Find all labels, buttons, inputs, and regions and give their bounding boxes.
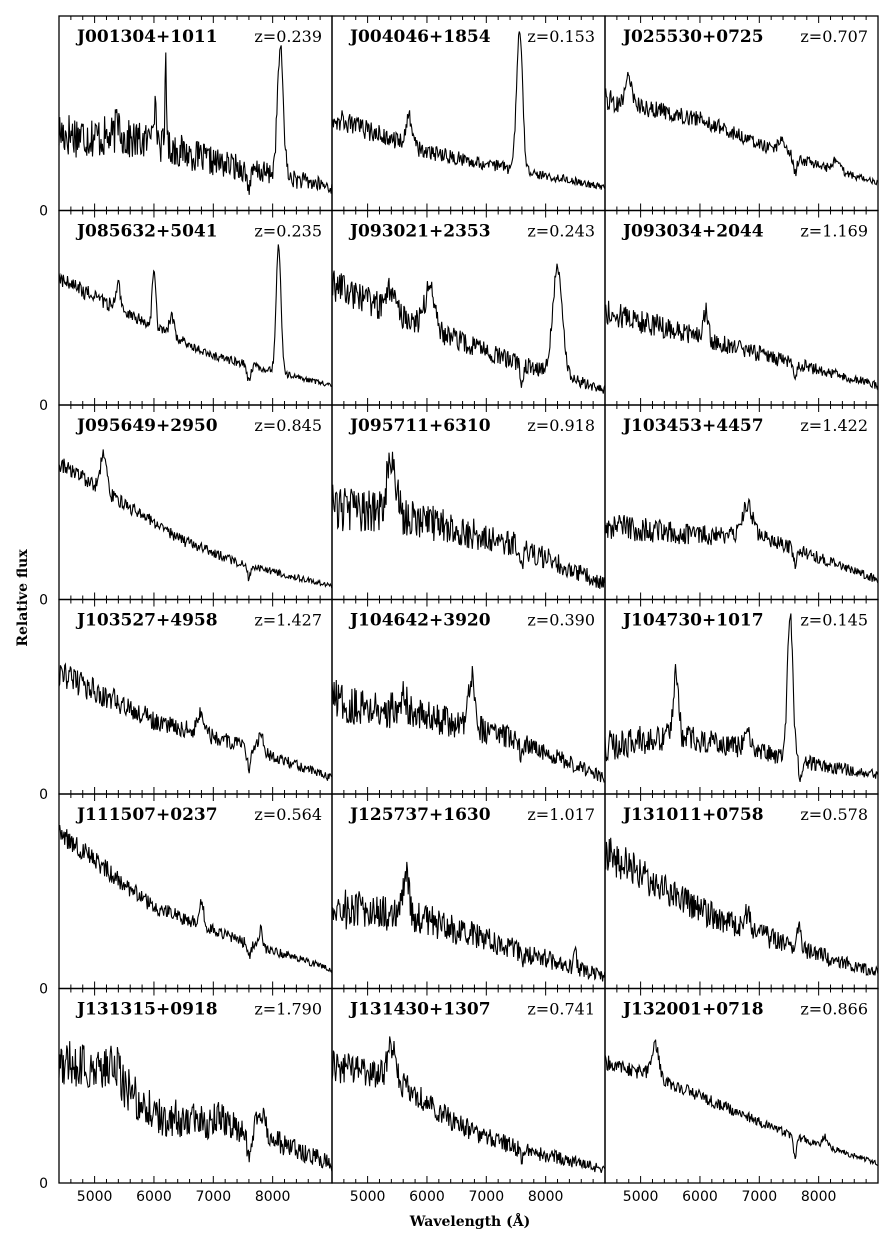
x-tick-label: 6000	[136, 1189, 172, 1205]
panel-object-name: J093034+2044	[621, 222, 764, 242]
panel-object-name: J095711+6310	[348, 416, 491, 436]
spectrum-panel: J104730+1017 z=0.145	[604, 598, 879, 795]
spectrum-line	[331, 1036, 606, 1173]
spectrum-line	[58, 1041, 333, 1172]
y-zero-label: 0	[39, 982, 48, 998]
panel-redshift: z=0.845	[254, 416, 322, 435]
spectrum-line	[58, 45, 333, 195]
y-zero-label: 0	[39, 593, 48, 609]
spectrum-panel: J085632+5041 z=0.235 0	[39, 209, 333, 414]
spectrum-panel: J004046+1854 z=0.153	[331, 15, 606, 212]
x-tick-label: 5000	[623, 1189, 659, 1205]
panel-redshift: z=0.145	[800, 611, 868, 630]
spectrum-line	[58, 825, 333, 974]
panel-redshift: z=0.239	[254, 27, 322, 46]
panel-redshift: z=0.235	[254, 222, 322, 241]
spectrum-panel: J131430+1307 z=0.741 5000 6000 7000 8000	[331, 987, 606, 1205]
panel-redshift: z=0.707	[800, 27, 868, 46]
y-zero-label: 0	[39, 398, 48, 414]
panel-redshift: z=0.578	[800, 805, 868, 824]
panel-object-name: J093021+2353	[348, 222, 491, 242]
panel-object-name: J025530+0725	[621, 27, 764, 47]
x-tick-label: 8000	[528, 1189, 564, 1205]
spectrum-line	[331, 31, 606, 190]
panel-object-name: J104642+3920	[348, 611, 491, 631]
spectrum-line	[58, 244, 333, 388]
spectrum-panel: J093021+2353 z=0.243	[331, 209, 606, 406]
spectrum-panel: J093034+2044 z=1.169	[604, 209, 879, 406]
panel-object-name: J001304+1011	[75, 27, 218, 47]
spectrum-panel: J095649+2950 z=0.845 0	[39, 404, 333, 609]
spectrum-line	[331, 451, 606, 589]
spectrum-line	[604, 300, 879, 391]
y-axis-label: Relative flux	[15, 549, 31, 647]
spectrum-line	[331, 263, 606, 394]
panel-object-name: J132001+0718	[621, 1000, 764, 1020]
x-tick-label: 7000	[741, 1189, 777, 1205]
x-axis-label: Wavelength (Å)	[409, 1212, 530, 1230]
spectrum-panel: J131011+0758 z=0.578	[604, 793, 879, 990]
y-zero-label: 0	[39, 787, 48, 803]
panel-redshift: z=0.741	[527, 1000, 595, 1019]
panel-object-name: J103527+4958	[75, 611, 218, 631]
x-tick-label: 6000	[409, 1189, 445, 1205]
y-zero-label: 0	[39, 204, 48, 220]
x-tick-label: 7000	[195, 1189, 231, 1205]
panel-object-name: J111507+0237	[75, 805, 218, 825]
panel-object-name: J131011+0758	[621, 805, 764, 825]
x-tick-label: 5000	[77, 1189, 113, 1205]
panel-redshift: z=0.918	[527, 416, 595, 435]
panel-object-name: J131430+1307	[348, 1000, 491, 1020]
spectrum-line	[331, 665, 606, 783]
panel-object-name: J104730+1017	[621, 611, 764, 631]
spectrum-line	[604, 1039, 878, 1166]
panel-redshift: z=1.017	[527, 805, 595, 824]
spectrum-line	[58, 449, 333, 589]
panel-object-name: J004046+1854	[348, 27, 491, 47]
spectrum-panel: J025530+0725 z=0.707	[604, 15, 879, 212]
panel-redshift: z=0.866	[800, 1000, 868, 1019]
spectrum-line	[604, 837, 879, 976]
spectrum-panel: J111507+0237 z=0.564 0	[39, 793, 333, 998]
panel-object-name: J095649+2950	[75, 416, 218, 436]
x-tick-label: 5000	[350, 1189, 386, 1205]
spectrum-panel: J104642+3920 z=0.390	[331, 598, 606, 795]
spectrum-line	[604, 613, 879, 783]
x-tick-label: 8000	[801, 1189, 837, 1205]
panel-redshift: z=0.390	[527, 611, 595, 630]
y-zero-label: 0	[39, 1176, 48, 1192]
spectrum-panel: J132001+0718 z=0.866 5000 6000 7000 8000	[604, 987, 879, 1205]
spectrum-panel: J131315+0918 z=1.790 0 5000 6000 7000 8000	[39, 987, 333, 1205]
panel-redshift: z=1.422	[800, 416, 868, 435]
panel-object-name: J103453+4457	[621, 416, 764, 436]
x-tick-label: 6000	[682, 1189, 718, 1205]
spectrum-panel: J095711+6310 z=0.918	[331, 404, 606, 601]
panel-redshift: z=1.427	[254, 611, 322, 630]
panel-redshift: z=1.169	[800, 222, 868, 241]
spectrum-line	[331, 861, 606, 982]
spectrum-line	[58, 662, 333, 781]
spectrum-panel: J103453+4457 z=1.422	[604, 404, 879, 601]
spectrum-panel: J103527+4958 z=1.427 0	[39, 598, 333, 803]
panel-object-name: J125737+1630	[348, 805, 491, 825]
panel-frame	[604, 987, 879, 1184]
spectrum-line	[604, 71, 879, 186]
panel-redshift: z=0.153	[527, 27, 595, 46]
spectrum-line	[604, 497, 879, 584]
x-tick-label: 8000	[255, 1189, 291, 1205]
panel-object-name: J131315+0918	[75, 1000, 218, 1020]
panel-redshift: z=0.243	[527, 222, 595, 241]
spectrum-panel: J125737+1630 z=1.017	[331, 793, 606, 990]
x-tick-label: 7000	[468, 1189, 504, 1205]
panel-redshift: z=1.790	[254, 1000, 322, 1019]
panel-object-name: J085632+5041	[75, 222, 218, 242]
spectrum-panel: J001304+1011 z=0.239 0	[39, 15, 333, 220]
panel-redshift: z=0.564	[254, 805, 322, 824]
